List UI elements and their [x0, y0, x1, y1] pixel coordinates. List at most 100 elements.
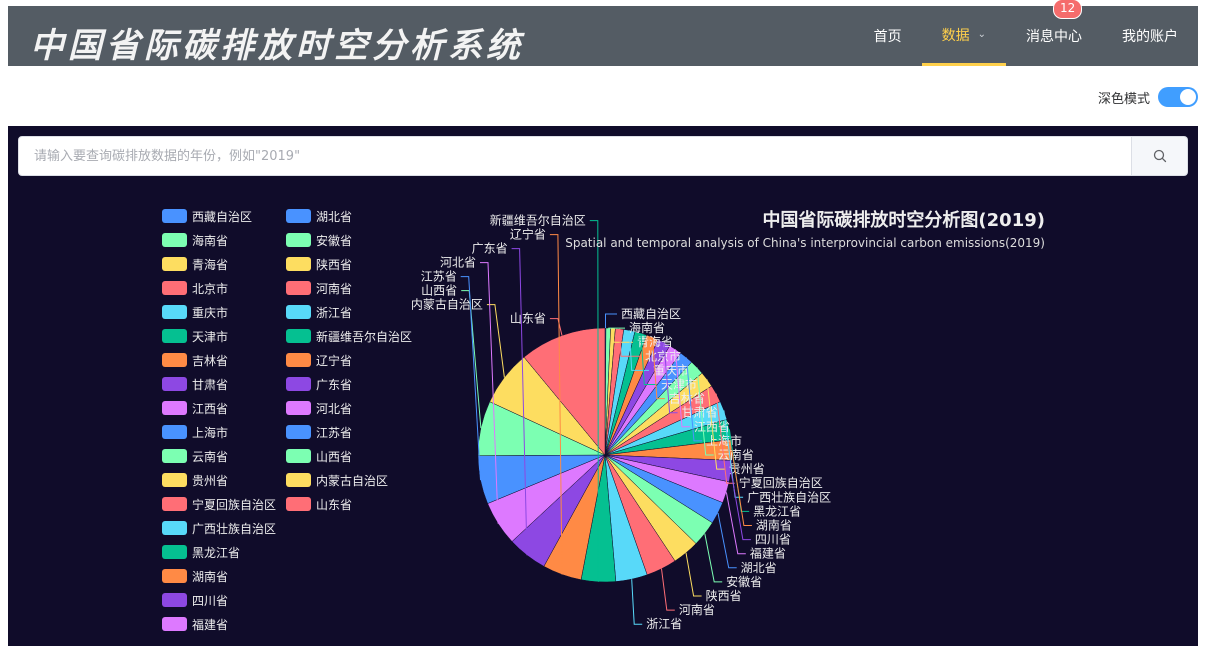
nav-data[interactable]: 数据 ⌄ [921, 6, 1006, 66]
legend-item[interactable]: 四川省 [162, 592, 228, 608]
legend-label: 江西省 [192, 401, 229, 416]
legend-item[interactable]: 贵州省 [162, 472, 228, 488]
legend-item[interactable]: 福建省 [162, 616, 228, 632]
legend-item[interactable]: 广西壮族自治区 [162, 520, 276, 536]
legend-item[interactable]: 山东省 [286, 496, 352, 512]
pie-label: 新疆维吾尔自治区 [490, 213, 586, 228]
legend-swatch [286, 377, 311, 391]
pie-label-line [480, 262, 499, 524]
pie-label-line [460, 276, 481, 481]
year-search [18, 136, 1188, 176]
legend-item[interactable]: 新疆维吾尔自治区 [286, 328, 412, 344]
legend-item[interactable]: 湖南省 [162, 568, 228, 584]
legend-label: 海南省 [192, 233, 229, 248]
pie-label: 黑龙江省 [753, 504, 801, 518]
legend-item[interactable]: 西藏自治区 [162, 208, 252, 224]
pie-label-line [549, 318, 563, 336]
nav-home-label: 首页 [873, 29, 902, 45]
legend-swatch [162, 617, 187, 631]
pie-label-line [715, 393, 735, 484]
pie-label: 重庆市 [653, 362, 689, 377]
pie-label-line [685, 552, 702, 597]
legend-label: 安徽省 [316, 233, 353, 248]
chart-panel: 西藏自治区海南省青海省北京市重庆市天津市吉林省甘肃省江西省上海市云南省贵州省宁夏… [8, 126, 1198, 646]
legend-item[interactable]: 上海市 [162, 424, 228, 440]
legend-item[interactable]: 江苏省 [286, 424, 352, 440]
dark-mode-control: 深色模式 [1098, 87, 1198, 107]
pie-label: 四川省 [755, 533, 791, 547]
pie-label: 江苏省 [421, 270, 457, 284]
pie-label-line [730, 471, 751, 541]
legend-label: 辽宁省 [316, 353, 353, 368]
dark-mode-switch[interactable] [1158, 87, 1198, 107]
pie-label-line [511, 248, 528, 556]
legend-item[interactable]: 安徽省 [286, 232, 352, 248]
legend-item[interactable]: 河南省 [286, 280, 352, 296]
pie-label: 辽宁省 [510, 227, 546, 242]
legend-item[interactable]: 浙江省 [286, 304, 352, 320]
legend-swatch [162, 233, 187, 247]
legend-item[interactable]: 北京市 [162, 280, 228, 296]
legend-label: 浙江省 [316, 305, 353, 320]
legend-item[interactable]: 黑龙江省 [162, 544, 240, 560]
legend-label: 天津市 [192, 329, 229, 344]
pie-label-line [706, 379, 725, 470]
legend-swatch [162, 569, 187, 583]
legend-label: 上海市 [192, 425, 229, 440]
legend-item[interactable]: 重庆市 [162, 304, 228, 320]
pie-label: 河北省 [440, 256, 476, 270]
pie-label: 内蒙古自治区 [411, 297, 483, 312]
pie-label-line [674, 349, 690, 428]
nav-home[interactable]: 首页 [854, 6, 922, 66]
pie-label: 河南省 [679, 602, 715, 617]
search-input[interactable] [18, 136, 1132, 176]
legend-item[interactable]: 青海省 [162, 256, 228, 272]
nav-data-label: 数据 [941, 27, 970, 44]
message-count-badge: 12 [1053, 0, 1083, 19]
search-icon [1153, 149, 1166, 163]
pie-label-line [605, 313, 617, 328]
legend-item[interactable]: 宁夏回族自治区 [162, 496, 276, 512]
main-nav: 首页 数据 ⌄ 消息中心 12 我的账户 [854, 0, 1198, 66]
pie-label-line [663, 342, 678, 414]
nav-messages[interactable]: 消息中心 12 [1006, 0, 1102, 66]
legend-item[interactable]: 海南省 [162, 232, 228, 248]
pie-label: 安徽省 [726, 574, 762, 589]
switch-knob [1180, 89, 1196, 105]
pie-label: 广东省 [472, 242, 508, 256]
legend-label: 福建省 [192, 617, 229, 632]
pie-label: 海南省 [629, 320, 665, 335]
legend-swatch [286, 305, 311, 319]
search-button[interactable] [1132, 136, 1188, 176]
legend-item[interactable]: 广东省 [286, 376, 352, 392]
legend-item[interactable]: 河北省 [286, 400, 352, 416]
legend-label: 黑龙江省 [192, 545, 241, 560]
legend-item[interactable]: 山西省 [286, 448, 352, 464]
legend-label: 甘肃省 [192, 377, 229, 392]
pie-slice[interactable] [523, 327, 606, 456]
nav-account[interactable]: 我的账户 [1102, 6, 1198, 66]
legend-swatch [162, 305, 187, 319]
legend-item[interactable]: 天津市 [162, 328, 228, 344]
legend-swatch [162, 281, 187, 295]
pie-label: 西藏自治区 [621, 307, 681, 321]
legend-item[interactable]: 云南省 [162, 448, 228, 464]
legend-item[interactable]: 江西省 [162, 400, 228, 416]
pie-chart: 西藏自治区海南省青海省北京市重庆市天津市吉林省甘肃省江西省上海市云南省贵州省宁夏… [411, 213, 831, 632]
pie-label: 贵州省 [729, 462, 765, 476]
legend-item[interactable]: 内蒙古自治区 [286, 472, 388, 488]
legend-item[interactable]: 辽宁省 [286, 352, 352, 368]
legend-item[interactable]: 湖北省 [286, 208, 352, 224]
pie-label: 广西壮族自治区 [747, 490, 831, 504]
legend-item[interactable]: 陕西省 [286, 256, 352, 272]
pie-label-line [661, 568, 675, 611]
chevron-down-icon: ⌄ [977, 29, 986, 40]
pie-label: 云南省 [718, 447, 754, 462]
legend-label: 陕西省 [316, 257, 353, 272]
legend-item[interactable]: 甘肃省 [162, 376, 228, 392]
legend-swatch [286, 353, 311, 367]
pie-label: 山西省 [421, 284, 457, 298]
pie-label: 宁夏回族自治区 [739, 475, 823, 490]
pie-label-line [486, 304, 505, 378]
legend-item[interactable]: 吉林省 [162, 352, 228, 368]
